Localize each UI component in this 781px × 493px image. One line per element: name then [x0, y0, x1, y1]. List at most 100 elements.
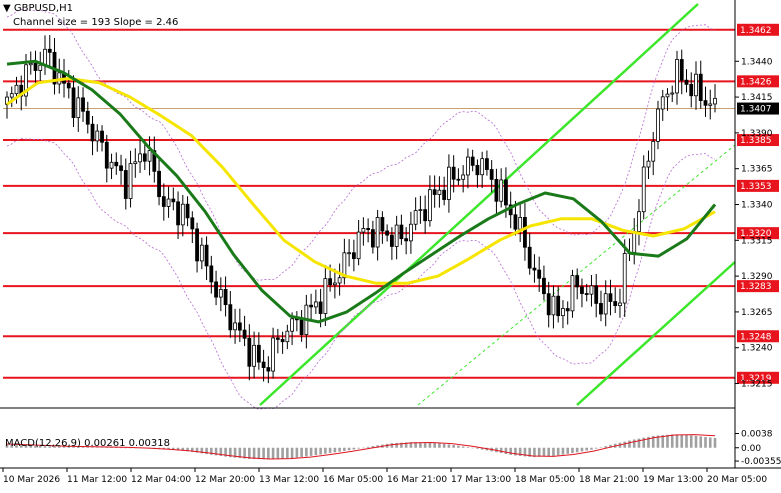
candle-body	[332, 282, 337, 286]
candle-body	[546, 293, 551, 316]
macd-bar	[57, 446, 61, 448]
macd-bar	[181, 447, 185, 451]
candle-body	[698, 73, 703, 102]
macd-bar	[680, 434, 684, 448]
candle-body	[447, 166, 451, 200]
macd-bar	[556, 447, 560, 456]
macd-bar	[333, 447, 337, 453]
candle-body	[689, 83, 694, 97]
macd-bar	[72, 446, 75, 448]
level-badge	[737, 227, 779, 240]
macd-bar	[219, 447, 223, 456]
candle-body	[599, 303, 603, 315]
candle-body	[489, 169, 494, 180]
candle-body	[309, 304, 314, 308]
level-label: 1.3385	[740, 136, 772, 146]
level-label: 1.3426	[740, 77, 772, 87]
candlesticks	[5, 35, 717, 384]
macd-bar	[210, 447, 213, 455]
candle-body	[299, 318, 304, 336]
candle-body	[660, 96, 665, 110]
price-tick-label: 1.3240	[741, 344, 773, 354]
macd-bar	[561, 447, 565, 455]
macd-bar	[376, 445, 379, 448]
candle-body	[679, 59, 684, 81]
macd-bar	[537, 447, 541, 457]
macd-bar	[200, 447, 204, 454]
macd-bar	[129, 447, 132, 449]
macd-bar	[62, 446, 66, 448]
macd-bar	[371, 445, 375, 448]
candle-body	[632, 231, 637, 253]
macd-tick-label: 0.00	[741, 444, 761, 454]
candle-body	[280, 339, 285, 343]
level-label: 1.3320	[740, 229, 772, 239]
macd-bar	[34, 445, 37, 448]
candle-body	[556, 295, 561, 317]
macd-bar	[314, 447, 318, 456]
candle-body	[323, 278, 328, 314]
candle-body	[385, 230, 390, 236]
current-price-badge	[737, 102, 779, 115]
price-tick-label: 1.3415	[741, 93, 773, 103]
candle-body	[480, 158, 485, 176]
macd-bar	[357, 447, 360, 449]
candle-body	[66, 82, 71, 89]
macd-bar	[224, 447, 227, 457]
candle-body	[100, 130, 104, 143]
time-tick-label: 17 Mar 13:00	[451, 475, 511, 485]
candle-body	[47, 48, 52, 53]
macd-bar	[623, 441, 627, 448]
candle-body	[665, 93, 670, 98]
candle-body	[128, 163, 133, 199]
price-tick-label: 1.3340	[741, 201, 773, 211]
price-tick-label: 1.3365	[741, 165, 773, 175]
macd-bar	[670, 434, 674, 448]
channel-info: Channel size = 193 Slope = 2.46	[13, 17, 179, 28]
macd-bar	[105, 447, 109, 448]
candle-body	[147, 150, 152, 162]
macd-bar	[191, 447, 194, 452]
level-label: 1.3353	[740, 182, 772, 192]
candle-body	[166, 198, 171, 207]
macd-bar	[414, 442, 417, 448]
macd-bar	[352, 447, 356, 450]
macd-bar	[276, 447, 280, 459]
macd-bar	[518, 447, 522, 456]
macd-bar	[205, 447, 208, 455]
price-tick-label: 1.3215	[741, 380, 773, 390]
macd-bar	[423, 442, 427, 448]
macd-bar	[309, 447, 313, 456]
macd-bar	[214, 447, 218, 456]
candle-body	[675, 59, 679, 94]
level-label: 1.3219	[740, 374, 772, 384]
macd-bar	[637, 438, 641, 448]
macd-bar	[409, 442, 413, 448]
macd-bar	[447, 444, 451, 448]
symbol-header: ▼ GBPUSD,H1	[3, 3, 73, 14]
candle-body	[171, 198, 176, 203]
level-badge	[737, 23, 779, 36]
current-price-label: 1.3407	[740, 105, 772, 115]
candle-body	[81, 97, 85, 112]
candle-body	[451, 166, 456, 180]
candle-body	[656, 108, 660, 142]
macd-bar	[609, 444, 612, 448]
macd-bar	[119, 447, 123, 449]
candle-body	[366, 228, 371, 231]
macd-bar	[53, 446, 56, 448]
macd-signal-line	[6, 434, 716, 460]
macd-bar	[343, 447, 346, 451]
candle-body	[266, 367, 271, 372]
macd-bar	[176, 447, 180, 451]
candle-body	[475, 164, 480, 176]
candle-body	[394, 224, 399, 247]
macd-bar	[566, 447, 569, 454]
macd-bar	[628, 440, 631, 448]
candle-body	[499, 179, 504, 202]
collapse-triangle-icon[interactable]: ▼	[3, 3, 11, 14]
support-resistance-levels: 1.34621.34261.33851.33531.33201.32831.32…	[3, 23, 779, 384]
candle-body	[33, 63, 38, 71]
macd-tick-label: -0.00355	[741, 457, 781, 467]
candle-body	[195, 228, 199, 262]
